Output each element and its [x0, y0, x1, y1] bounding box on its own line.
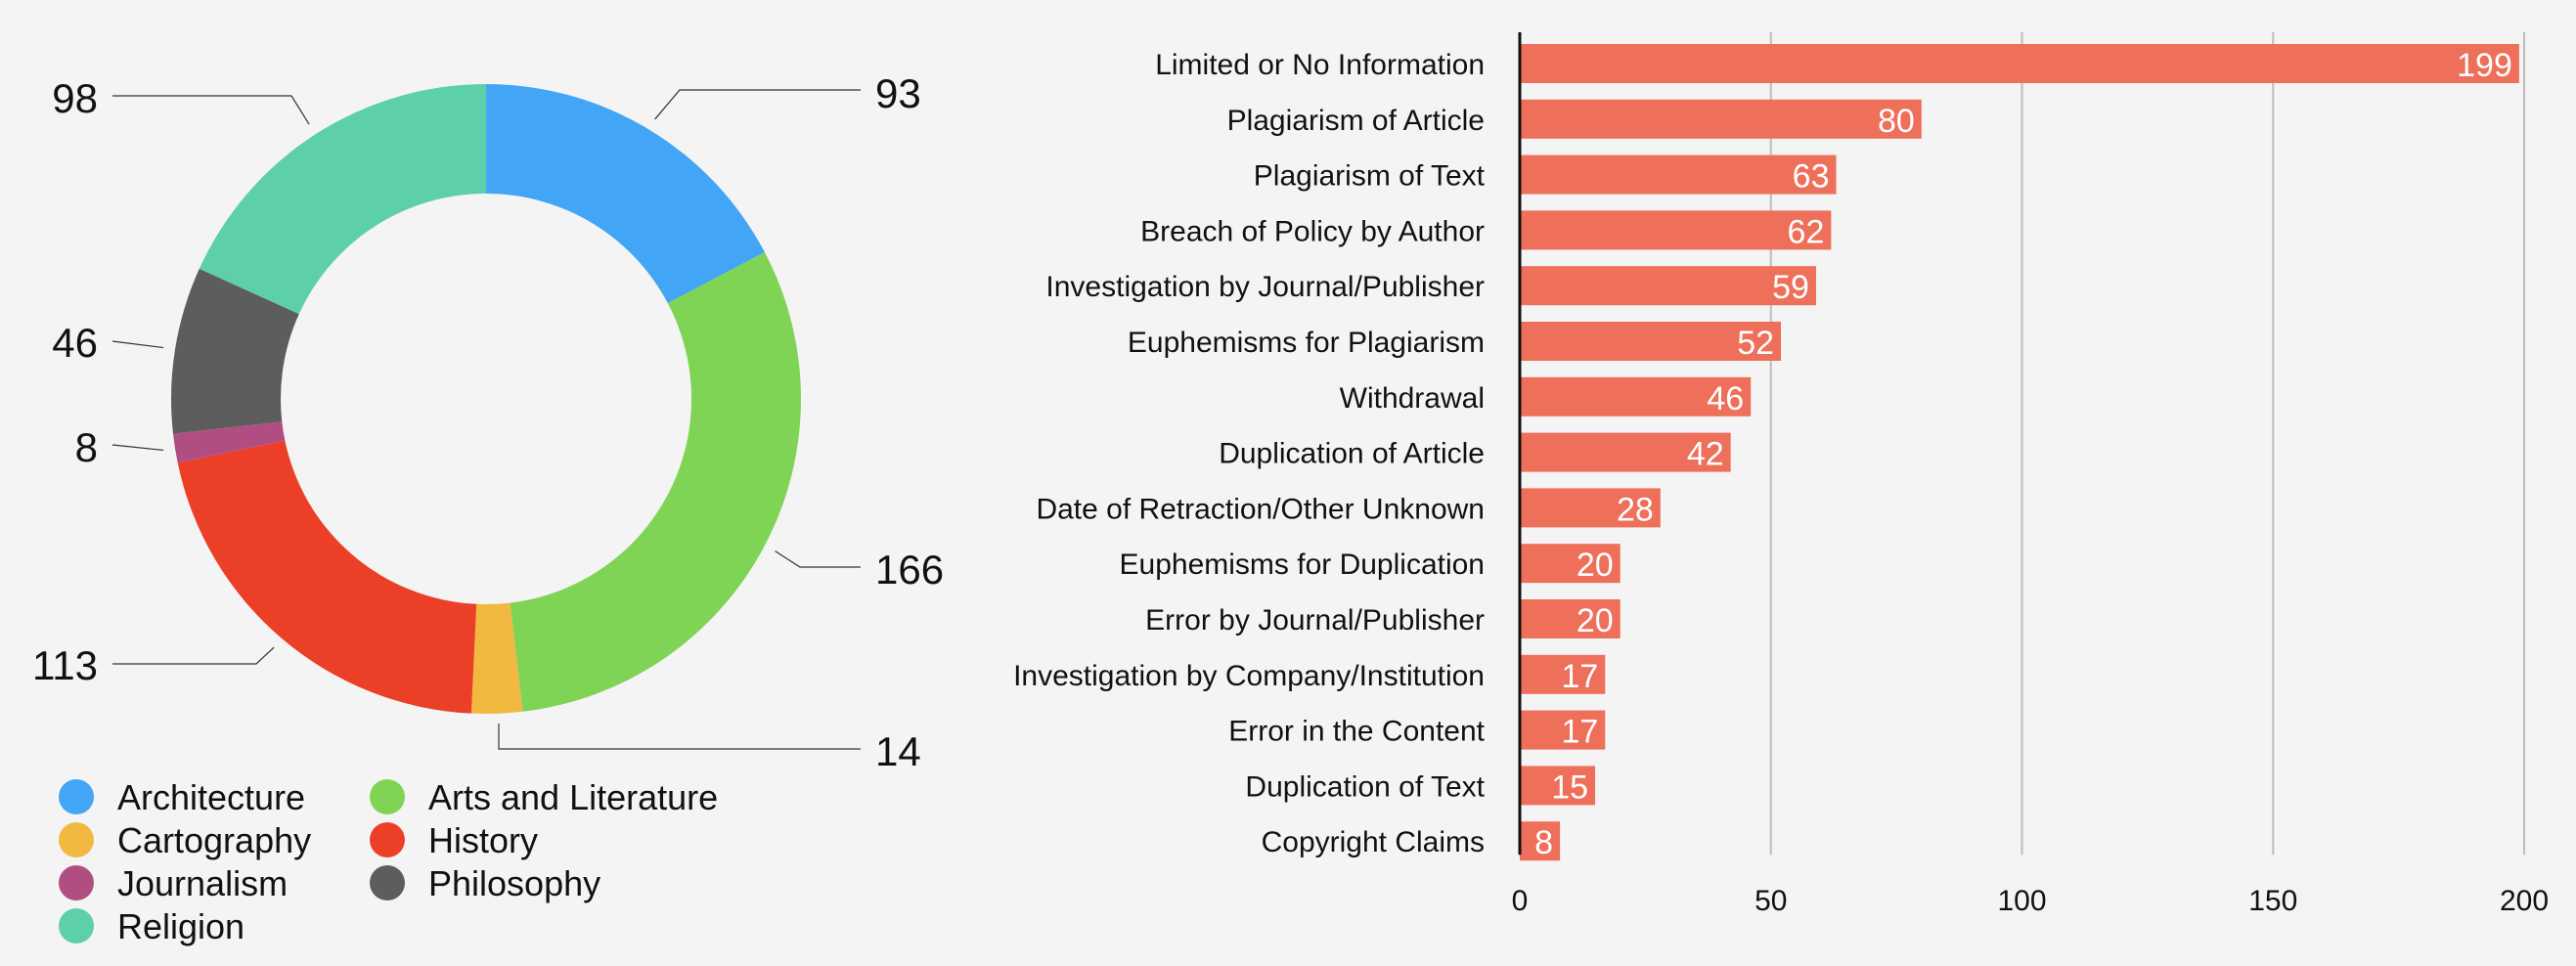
category-label-duplication-of-article: Duplication of Article — [1219, 438, 1485, 470]
category-label-duplication-of-text: Duplication of Text — [1245, 770, 1485, 803]
bar-value-label-euphemisms-for-plagiarism: 52 — [1737, 325, 1774, 362]
leader-line-cartography — [498, 724, 861, 750]
donut-value-label-religion: 98 — [52, 75, 98, 121]
bar-chart: 199 Limited or No Information 80 Plagiarism… — [1013, 32, 2549, 917]
bar-value-label-euphemisms-for-duplication: 20 — [1577, 547, 1614, 584]
legend-label-religion: Religion — [117, 906, 244, 946]
category-label-investigation-by-journal-publisher: Investigation by Journal/Publisher — [1045, 271, 1485, 303]
x-tick-label-200: 200 — [2500, 885, 2549, 917]
legend-swatch-religion — [59, 908, 94, 944]
bar-plagiarism-of-text — [1520, 154, 1837, 195]
category-label-plagiarism-of-text: Plagiarism of Text — [1254, 160, 1486, 193]
donut-value-label-architecture: 93 — [875, 70, 921, 116]
bar-value-label-investigation-by-company-institution: 17 — [1561, 658, 1598, 695]
donut-slice-religion — [199, 83, 486, 315]
leader-line-architecture — [654, 89, 861, 120]
legend-label-journalism: Journalism — [117, 863, 288, 903]
donut-slice-journalism — [172, 421, 286, 463]
donut-slice-architecture — [486, 84, 765, 304]
donut-value-label-journalism: 8 — [75, 424, 98, 470]
category-label-date-of-retraction-other-unknown: Date of Retraction/Other Unknown — [1036, 493, 1485, 525]
donut-chart: 93 166 14 113 8 46 98 — [32, 70, 944, 774]
bar-value-label-date-of-retraction-other-unknown: 28 — [1617, 491, 1654, 528]
bar-duplication-of-text — [1520, 766, 1596, 806]
donut-legend: ArchitectureCartographyJournalismReligio… — [59, 777, 718, 946]
legend-label-architecture: Architecture — [117, 777, 305, 817]
category-label-breach-of-policy-by-author: Breach of Policy by Author — [1140, 215, 1485, 247]
bar-date-of-retraction-other-unknown — [1520, 488, 1661, 528]
x-tick-label-150: 150 — [2248, 885, 2297, 917]
category-label-euphemisms-for-duplication: Euphemisms for Duplication — [1120, 549, 1486, 581]
legend-swatch-history — [370, 822, 405, 857]
legend-swatch-arts-and-literature — [370, 779, 405, 814]
bar-value-label-investigation-by-journal-publisher: 59 — [1772, 269, 1809, 306]
category-label-euphemisms-for-plagiarism: Euphemisms for Plagiarism — [1128, 327, 1485, 359]
category-label-investigation-by-company-institution: Investigation by Company/Institution — [1013, 660, 1485, 692]
bar-value-label-plagiarism-of-text: 63 — [1793, 158, 1830, 196]
donut-slice-history — [177, 440, 477, 714]
bar-withdrawal — [1520, 376, 1752, 417]
x-tick-label-100: 100 — [1997, 885, 2046, 917]
bar-value-label-limited-or-no-information: 199 — [2457, 47, 2512, 84]
bar-value-label-withdrawal: 46 — [1707, 380, 1744, 417]
bar-plagiarism-of-article — [1520, 99, 1922, 139]
bar-euphemisms-for-duplication — [1520, 544, 1621, 584]
bar-investigation-by-journal-publisher — [1520, 266, 1816, 306]
legend-swatch-philosophy — [370, 865, 405, 900]
bar-error-by-journal-publisher — [1520, 599, 1621, 638]
bar-value-label-plagiarism-of-article: 80 — [1878, 103, 1915, 140]
donut-slice-cartography — [470, 602, 523, 714]
legend-swatch-architecture — [59, 779, 94, 814]
bar-value-label-duplication-of-article: 42 — [1687, 436, 1724, 473]
legend-label-philosophy: Philosophy — [428, 863, 600, 903]
bar-value-label-breach-of-policy-by-author: 62 — [1788, 213, 1825, 250]
category-label-withdrawal: Withdrawal — [1340, 382, 1485, 415]
category-label-plagiarism-of-article: Plagiarism of Article — [1227, 105, 1485, 137]
bar-euphemisms-for-plagiarism — [1520, 322, 1782, 361]
leader-line-religion — [112, 95, 310, 125]
bar-breach-of-policy-by-author — [1520, 210, 1832, 250]
bar-investigation-by-company-institution — [1520, 654, 1606, 694]
legend-swatch-journalism — [59, 865, 94, 900]
donut-slice-arts-and-literature — [510, 251, 801, 712]
legend-label-history: History — [428, 820, 538, 860]
bar-value-label-error-by-journal-publisher: 20 — [1577, 602, 1614, 639]
legend-swatch-cartography — [59, 822, 94, 857]
donut-value-label-philosophy: 46 — [52, 320, 98, 366]
category-label-copyright-claims: Copyright Claims — [1262, 826, 1485, 858]
category-label-limited-or-no-information: Limited or No Information — [1155, 49, 1485, 81]
bar-value-label-error-in-the-content: 17 — [1561, 714, 1598, 751]
legend-label-cartography: Cartography — [117, 820, 311, 860]
bar-error-in-the-content — [1520, 710, 1606, 750]
bar-limited-or-no-information — [1520, 44, 2519, 83]
leader-line-philosophy — [111, 340, 164, 349]
leader-line-history — [112, 646, 275, 665]
leader-line-arts-and-literature — [775, 550, 861, 568]
x-tick-label-0: 0 — [1512, 885, 1529, 917]
bar-copyright-claims — [1520, 821, 1561, 861]
category-label-error-by-journal-publisher: Error by Journal/Publisher — [1145, 604, 1485, 637]
leader-line-journalism — [111, 444, 164, 452]
bar-duplication-of-article — [1520, 432, 1731, 472]
category-label-error-in-the-content: Error in the Content — [1228, 716, 1485, 748]
bar-value-label-copyright-claims: 8 — [1534, 824, 1553, 861]
legend-label-arts-and-literature: Arts and Literature — [428, 777, 718, 817]
donut-value-label-history: 113 — [32, 642, 98, 688]
donut-slice-philosophy — [171, 268, 299, 434]
x-tick-label-50: 50 — [1754, 885, 1787, 917]
bar-value-label-duplication-of-text: 15 — [1551, 768, 1588, 806]
donut-value-label-cartography: 14 — [875, 728, 921, 774]
donut-value-label-arts-and-literature: 166 — [875, 547, 944, 593]
